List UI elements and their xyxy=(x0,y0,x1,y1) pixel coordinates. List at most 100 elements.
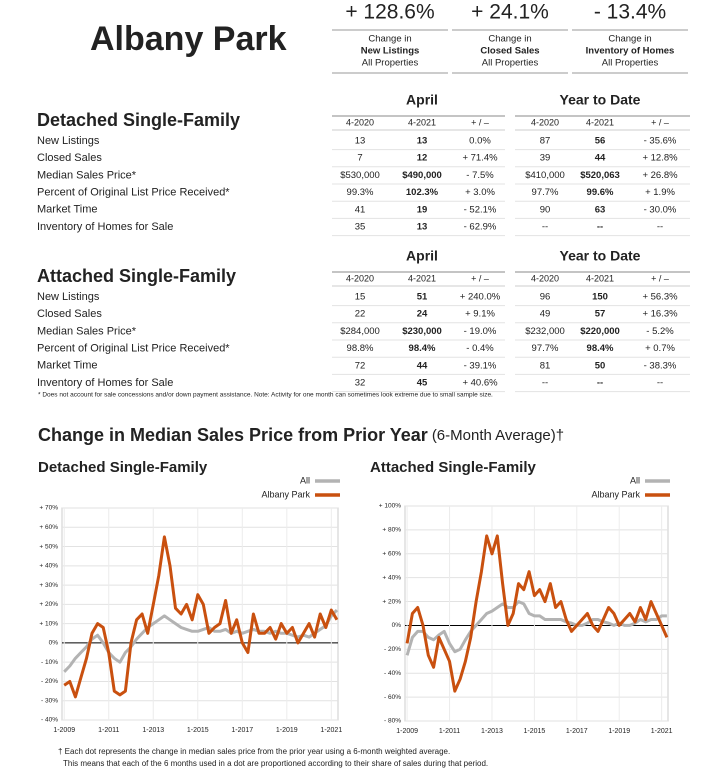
table-cell: $220,000 xyxy=(580,326,620,337)
y-tick-label: + 30% xyxy=(39,582,58,589)
row-label: New Listings xyxy=(37,135,100,147)
y-tick-label: + 50% xyxy=(39,543,58,550)
x-tick-label: 1-2019 xyxy=(276,727,298,734)
table-cell: 97.7% xyxy=(532,187,559,198)
table-cell: - 52.1% xyxy=(464,204,497,215)
column-header: + / – xyxy=(471,117,489,127)
column-header: + / – xyxy=(651,117,669,127)
legend-label: All xyxy=(630,475,640,485)
table-cell: 0.0% xyxy=(469,136,491,147)
table-cell: - 39.1% xyxy=(464,360,497,371)
y-tick-label: + 40% xyxy=(382,574,401,581)
section-subtitle: (6-Month Average)† xyxy=(432,427,564,444)
y-tick-label: + 20% xyxy=(39,601,58,608)
y-tick-label: - 40% xyxy=(41,717,58,724)
y-tick-label: - 30% xyxy=(41,697,58,704)
section-title-main: Change in Median Sales Price from Prior … xyxy=(38,425,428,445)
table-cell: + 56.3% xyxy=(642,292,678,303)
column-header: 4-2021 xyxy=(408,273,436,283)
table-cell: 99.3% xyxy=(347,187,374,198)
table-cell: + 12.8% xyxy=(642,153,678,164)
x-tick-label: 1-2009 xyxy=(53,727,75,734)
legend-label: All xyxy=(300,475,310,485)
y-tick-label: - 20% xyxy=(384,646,401,653)
y-tick-label: + 60% xyxy=(39,524,58,531)
table-cell: 99.6% xyxy=(587,187,614,198)
table-cell: - 19.0% xyxy=(464,326,497,337)
row-label: Inventory of Homes for Sale xyxy=(37,377,173,389)
table-cell: 51 xyxy=(417,292,428,303)
table-cell: + 1.9% xyxy=(645,187,675,198)
y-tick-label: + 80% xyxy=(382,527,401,534)
table-cell: 19 xyxy=(417,204,428,215)
table-cell: -- xyxy=(542,378,548,389)
table-cell: 49 xyxy=(540,309,551,320)
table-cell: + 71.4% xyxy=(462,153,498,164)
page-title: Albany Park xyxy=(90,20,287,58)
table-cell: 24 xyxy=(417,309,428,320)
table-cell: 98.8% xyxy=(347,343,374,354)
x-tick-label: 1-2011 xyxy=(439,728,460,735)
table-title: Attached Single-Family xyxy=(37,266,236,286)
row-label: Percent of Original List Price Received* xyxy=(37,187,230,199)
table-cell: - 38.3% xyxy=(644,360,677,371)
period-header: April xyxy=(406,248,438,264)
kpi-label: Inventory of Homes xyxy=(586,46,675,57)
period-header: Year to Date xyxy=(560,248,641,264)
table-cell: - 7.5% xyxy=(466,170,494,181)
plot-frame xyxy=(61,507,339,721)
table-cell: 98.4% xyxy=(409,343,436,354)
table-cell: -- xyxy=(657,222,663,233)
y-tick-label: - 80% xyxy=(384,718,401,725)
table-cell: 32 xyxy=(355,378,366,389)
table-cell: 12 xyxy=(417,153,428,164)
x-tick-label: 1-2021 xyxy=(320,727,342,734)
column-header: 4-2020 xyxy=(346,117,374,127)
x-tick-label: 1-2011 xyxy=(98,727,119,734)
kpi-label: All Properties xyxy=(602,58,659,69)
kpi-label: Change in xyxy=(368,34,411,45)
column-header: 4-2021 xyxy=(586,117,614,127)
table-cell: -- xyxy=(542,222,548,233)
chart-title: Detached Single-Family xyxy=(38,459,208,476)
table-cell: 44 xyxy=(595,153,606,164)
table-cell: 90 xyxy=(540,204,551,215)
table-cell: 72 xyxy=(355,360,366,371)
section-title: Change in Median Sales Price from Prior … xyxy=(38,425,564,445)
table-cell: 22 xyxy=(355,309,366,320)
kpi-label: New Listings xyxy=(361,46,420,57)
y-tick-label: - 60% xyxy=(384,694,401,701)
table-cell: 63 xyxy=(595,204,606,215)
table-cell: + 3.0% xyxy=(465,187,495,198)
x-tick-label: 1-2013 xyxy=(142,727,164,734)
row-label: Closed Sales xyxy=(37,152,102,164)
table-cell: 44 xyxy=(417,360,428,371)
kpi-label: Change in xyxy=(488,34,531,45)
table-cell: $230,000 xyxy=(402,326,442,337)
kpi-value: + 24.1% xyxy=(471,1,549,24)
table-cell: + 40.6% xyxy=(462,378,498,389)
x-tick-label: 1-2015 xyxy=(187,727,209,734)
table-cell: + 26.8% xyxy=(642,170,678,181)
x-tick-label: 1-2019 xyxy=(608,728,630,735)
series-line xyxy=(63,535,339,699)
y-tick-label: + 100% xyxy=(379,503,401,510)
table-cell: - 30.0% xyxy=(644,204,677,215)
column-header: + / – xyxy=(651,273,669,283)
row-label: New Listings xyxy=(37,291,100,303)
table-cell: 81 xyxy=(540,360,551,371)
x-tick-label: 1-2021 xyxy=(651,728,673,735)
period-header: April xyxy=(406,92,438,108)
kpi-label: Change in xyxy=(608,34,651,45)
x-tick-label: 1-2017 xyxy=(231,727,253,734)
row-label: Closed Sales xyxy=(37,308,102,320)
table-cell: + 240.0% xyxy=(460,292,501,303)
y-tick-label: + 40% xyxy=(39,563,58,570)
y-tick-label: 0% xyxy=(392,622,402,629)
footnote: This means that each of the 6 months use… xyxy=(63,759,488,768)
table-cell: 150 xyxy=(592,292,608,303)
table-cell: + 0.7% xyxy=(645,343,675,354)
y-tick-label: + 70% xyxy=(39,505,58,512)
table-cell: 35 xyxy=(355,222,366,233)
